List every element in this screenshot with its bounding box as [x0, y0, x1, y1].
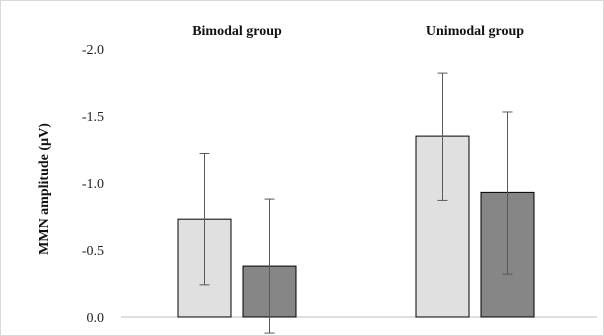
y-tick-label: 0.0 — [87, 311, 105, 326]
y-tick-label: -1.0 — [82, 177, 104, 192]
y-tick-label: -2.0 — [82, 43, 104, 58]
y-axis-title: MMN amplitude (µV) — [37, 123, 52, 255]
y-tick-label: -1.5 — [82, 110, 104, 125]
bars — [177, 72, 535, 334]
group-label: Unimodal group — [426, 24, 524, 39]
group-label: Bimodal group — [192, 24, 282, 39]
y-tick-label: -0.5 — [82, 244, 104, 259]
labels: 0.0 -0.5 -1.0 -1.5 -2.0 MMN amplitude (µV) Bim… — [37, 24, 524, 326]
